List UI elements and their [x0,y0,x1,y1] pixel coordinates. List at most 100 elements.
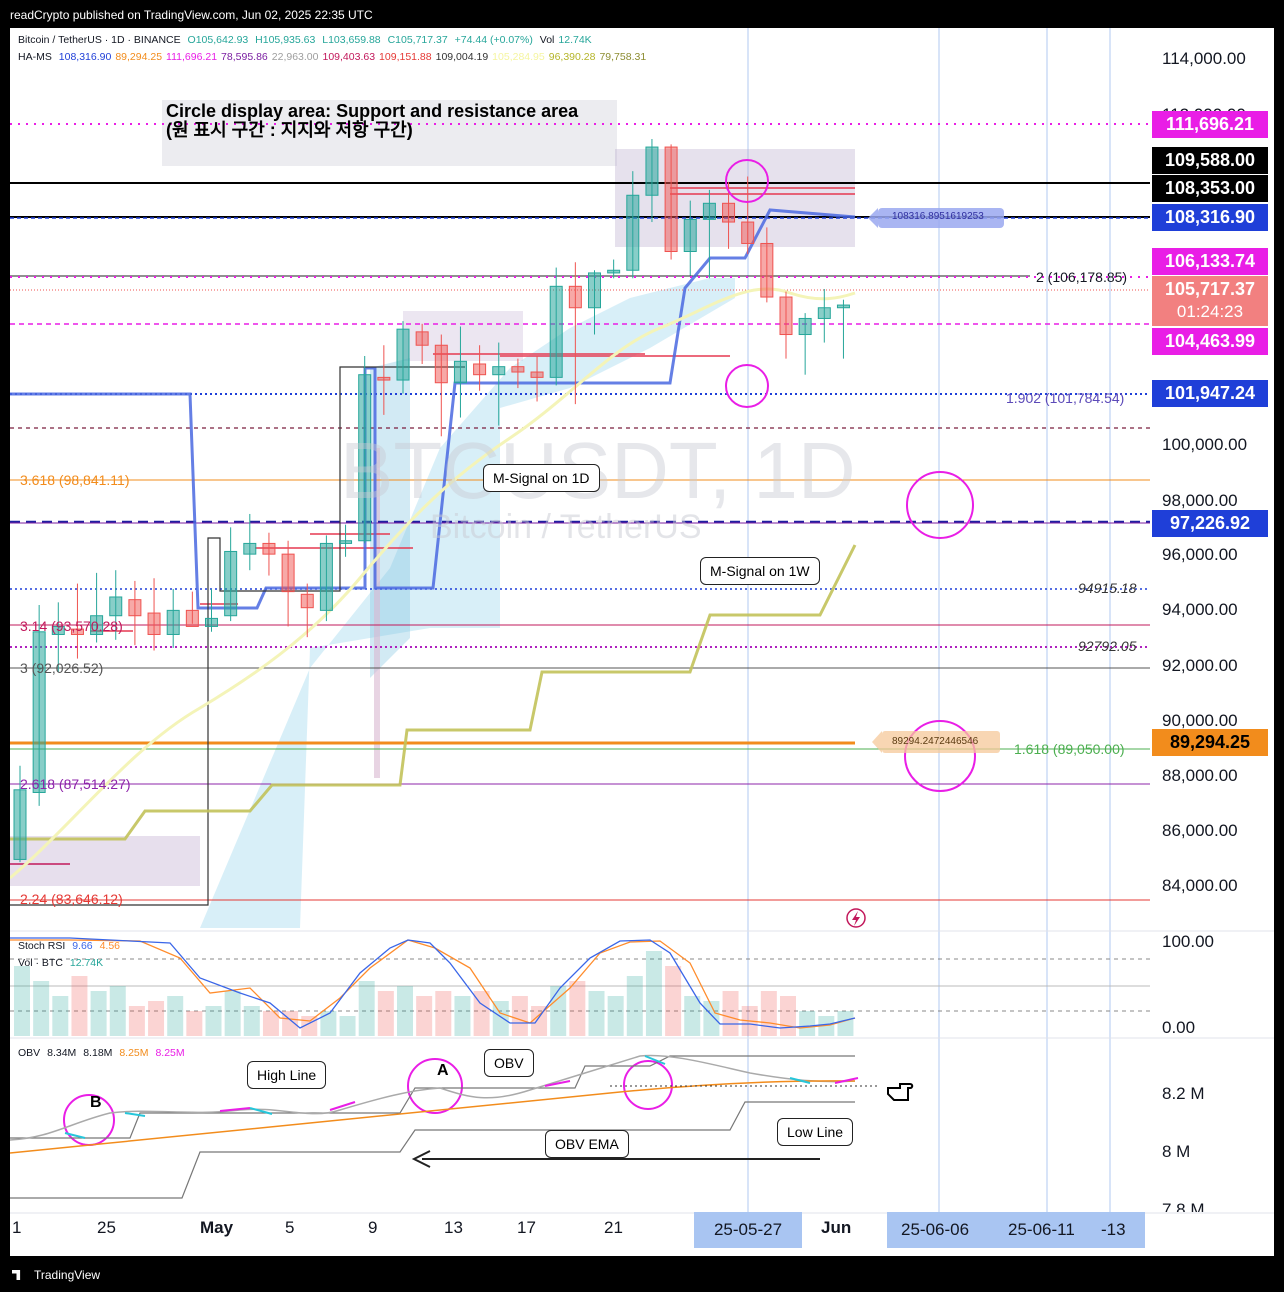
tag-108353: 108,353.00 [1152,175,1268,202]
volume-bar [33,981,50,1036]
volume-bar [224,991,241,1036]
volume-bar [626,976,643,1036]
tag-106133: 106,133.74 [1152,248,1268,275]
volume-bar [511,996,528,1036]
vol-value: 12.74K [69,957,104,969]
candle-body [664,146,678,253]
price-axis-94000: 94,000.00 [1162,600,1238,619]
stoch-label: Stoch RSI [18,940,66,952]
annotation-line2: (원 표시 구간 : 지지와 저항 구간) [166,120,413,140]
candle-body [702,202,716,220]
tag-last-price: 105,717.37 01:24:23 [1152,276,1268,326]
candle-body [607,269,621,274]
price-axis-88000: 88,000.00 [1162,766,1238,785]
date-badge-0606: 25-06-06 [901,1220,970,1239]
price-axis-114000: 114,000.00 [1162,49,1246,68]
callout-obv: OBV [484,1049,534,1077]
volume-bar [109,986,126,1036]
level-fib-1618: 1.618 (89,050.00) [1014,741,1125,757]
date-axis-5: 5 [285,1218,295,1237]
volume-bar [645,951,662,1036]
support-circle-3 [904,720,976,792]
legend-hams-value: 108,316.90 [58,51,112,63]
volume-bar [665,966,682,1036]
volume-bar [339,1016,356,1036]
candle-body [492,366,506,376]
footer-brand: TradingView [34,1268,101,1282]
price-axis-84000: 84,000.00 [1162,876,1238,895]
legend-open: O105,642.93 [187,34,249,46]
volume-bar [167,996,184,1036]
publisher-header: readCrypto published on TradingView.com,… [10,8,373,22]
candle-body [281,553,295,593]
obv-v1: 8.34M [47,1047,77,1059]
obv-circle-a [407,1058,463,1114]
chart-frame[interactable]: BTCUSDT, 1D Bitcoin / TetherUS [10,28,1274,1256]
candle-body [243,542,257,555]
annotation-line1: Circle display area: Support and resista… [166,101,579,121]
legend-symbol: Bitcoin / TetherUS · 1D · BINANCE [18,34,181,46]
support-circle-1 [725,364,769,408]
date-badge-0527: 25-05-27 [694,1212,802,1248]
tag-101947: 101,947.24 [1152,380,1268,407]
volume-bar [205,1006,222,1036]
pointing-hand-icon [887,1083,914,1101]
legend-hams-values: 108,316.90 89,294.25 111,696.21 78,595.86 22… [59,51,650,63]
volume-bar [377,991,394,1036]
candle-body [434,344,448,384]
candle-body [377,376,391,381]
tag-111696: 111,696.21 [1152,111,1268,138]
candle-body [779,296,793,336]
candle-body [300,593,314,609]
legend-hams-value: 109,403.63 [322,51,376,63]
date-axis-9: 9 [368,1218,378,1237]
volume-bar [148,1001,165,1036]
tag-108316: 108,316.90 [1152,204,1268,231]
date-axis-13: 13 [444,1218,463,1237]
candle-body [396,328,410,381]
date-axis-1: 1 [12,1218,22,1237]
volume-bar [435,991,452,1036]
volume-bar [243,1006,260,1036]
obv-label: OBV [18,1047,41,1059]
legend-hams-value: 109,151.88 [379,51,432,63]
candle-body [836,304,850,309]
volume-bar [52,996,69,1036]
candle-body [166,609,180,635]
obv-v2: 8.18M [83,1047,113,1059]
price-axis-98000: 98,000.00 [1162,491,1238,510]
volume-bar [320,1011,337,1036]
price-axis-86000: 86,000.00 [1162,821,1238,840]
level-fib-3: 3 (92,026.52) [20,660,104,676]
legend-hams-value: 96,390.28 [548,51,596,63]
obv-axis-78: 7.8 M [1162,1200,1205,1212]
candle-body [13,789,27,860]
volume-bar [569,981,586,1036]
level-94915: 94915.18 [1078,580,1137,596]
resistance-circle-1 [725,159,769,203]
volume-bar [531,1006,548,1036]
legend-hams-value: 79,758.31 [599,51,647,63]
legend-hams-value: 78,595.86 [221,51,268,63]
candle-body [683,218,697,253]
volume-bar [186,1011,203,1036]
candle-body [817,307,831,319]
vol-label: Vol · BTC [18,957,63,969]
candle-body [319,542,333,611]
obv-v4: 8.25M [155,1047,185,1059]
label-a: A [437,1062,449,1079]
candle-body [568,285,582,309]
date-axis-may: May [200,1218,234,1237]
legend-hams-value: 109,004.19 [435,51,489,63]
volume-bar [799,1011,816,1036]
tag-105717: 105,717.37 [1164,279,1256,299]
label-b: B [90,1094,102,1111]
level-fib-224: 2.24 (83,646.12) [20,891,123,907]
tag-97226: 97,226.92 [1152,510,1268,537]
candle-body [473,363,487,376]
candle-body [798,317,812,336]
price-axis-90000: 90,000.00 [1162,711,1238,730]
date-axis-jun: Jun [821,1218,852,1237]
stoch-k: 9.66 [72,940,93,952]
chart-canvas[interactable]: BTCUSDT, 1D Bitcoin / TetherUS [10,28,1274,1256]
